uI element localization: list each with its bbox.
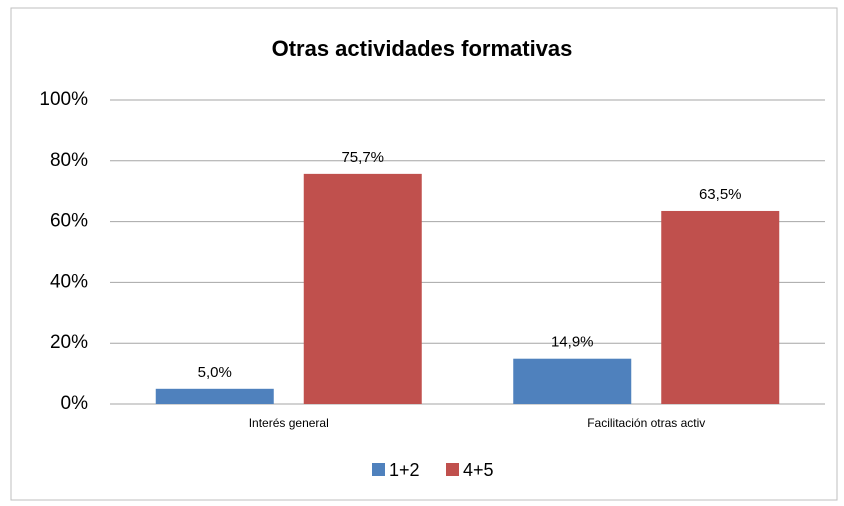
x-tick-label: Interés general: [249, 416, 329, 430]
chart-title: Otras actividades formativas: [272, 36, 573, 61]
y-tick-label: 100%: [39, 89, 88, 110]
bar: [513, 358, 632, 404]
bar: [155, 388, 274, 404]
legend-swatch: [446, 463, 459, 476]
data-label: 75,7%: [341, 149, 384, 166]
bar: [661, 210, 780, 404]
legend-swatch: [372, 463, 385, 476]
y-tick-label: 80%: [50, 150, 88, 171]
data-label: 5,0%: [198, 364, 232, 381]
legend-label: 1+2: [389, 460, 420, 480]
y-tick-label: 40%: [50, 271, 88, 292]
x-tick-label: Facilitación otras activ: [587, 416, 705, 430]
y-tick-label: 20%: [50, 332, 88, 353]
y-tick-label: 60%: [50, 211, 88, 232]
legend-label: 4+5: [463, 460, 494, 480]
data-label: 63,5%: [699, 186, 742, 203]
data-label: 14,9%: [551, 334, 594, 351]
y-tick-label: 0%: [61, 393, 89, 414]
bar: [303, 173, 422, 404]
